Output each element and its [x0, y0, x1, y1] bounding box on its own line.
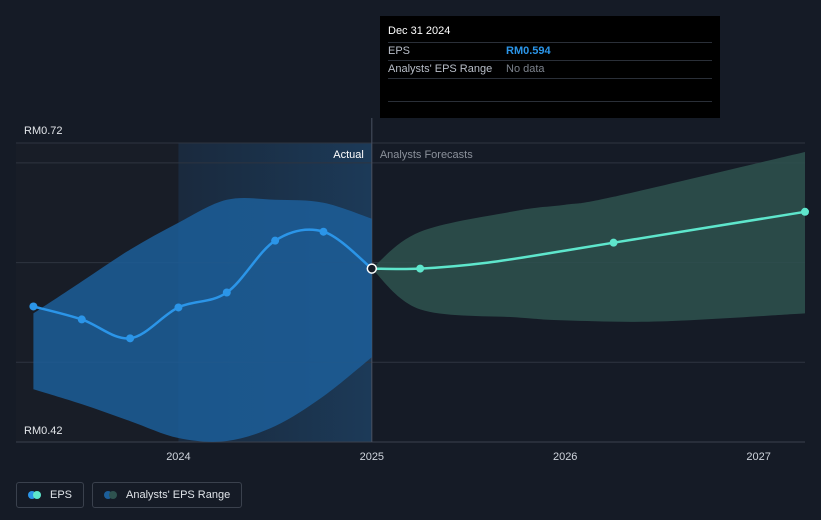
range-area-1 — [371, 152, 805, 322]
y-axis-top-label: RM0.72 — [24, 125, 63, 137]
forecast-point-1 — [416, 264, 425, 273]
legend-eps-swatch-icon — [28, 490, 44, 500]
legend-range-swatch-icon — [104, 490, 120, 500]
actual-region-label: Actual — [333, 149, 364, 161]
x-tick-label-2024: 2024 — [166, 451, 190, 463]
tooltip-date: Dec 31 2024 — [388, 24, 712, 43]
tooltip-eps-label: EPS — [388, 45, 411, 57]
tooltip: Dec 31 2024 EPS RM0.594 Analysts' EPS Ra… — [380, 16, 720, 118]
eps-point-6 — [319, 227, 328, 236]
tooltip-row-range: Analysts' EPS Range No data — [388, 61, 712, 79]
forecast-region-label: Analysts Forecasts — [380, 149, 473, 161]
eps-point-2 — [126, 334, 135, 343]
range-area-0 — [33, 197, 372, 442]
forecast-point-5 — [801, 207, 809, 216]
legend-item-eps[interactable]: EPS — [16, 482, 85, 508]
tooltip-range-label: Analysts' EPS Range — [388, 63, 493, 75]
legend-eps-label: EPS — [50, 489, 73, 501]
legend: EPS Analysts' EPS Range — [16, 482, 243, 508]
eps-point-4 — [222, 288, 231, 297]
eps-point-5 — [271, 236, 280, 245]
x-tick-label-2027: 2027 — [746, 451, 770, 463]
eps-point-0 — [29, 302, 38, 311]
eps-point-3 — [174, 303, 183, 312]
eps-point-1 — [77, 315, 86, 324]
tooltip-divider — [388, 79, 712, 102]
forecast-point-4 — [609, 238, 618, 247]
legend-range-label: Analysts' EPS Range — [126, 489, 231, 501]
series-line-0 — [32, 228, 374, 340]
tooltip-row-eps: EPS RM0.594 — [388, 43, 712, 61]
tooltip-eps-value: RM0.594 — [506, 45, 551, 57]
x-tick-label-2025: 2025 — [360, 451, 384, 463]
legend-item-eps-range[interactable]: Analysts' EPS Range — [92, 482, 243, 508]
eps-point-selected — [366, 263, 378, 274]
tooltip-range-value: No data — [506, 63, 545, 75]
y-axis-bottom-label: RM0.42 — [24, 425, 63, 437]
x-tick-label-2026: 2026 — [553, 451, 577, 463]
